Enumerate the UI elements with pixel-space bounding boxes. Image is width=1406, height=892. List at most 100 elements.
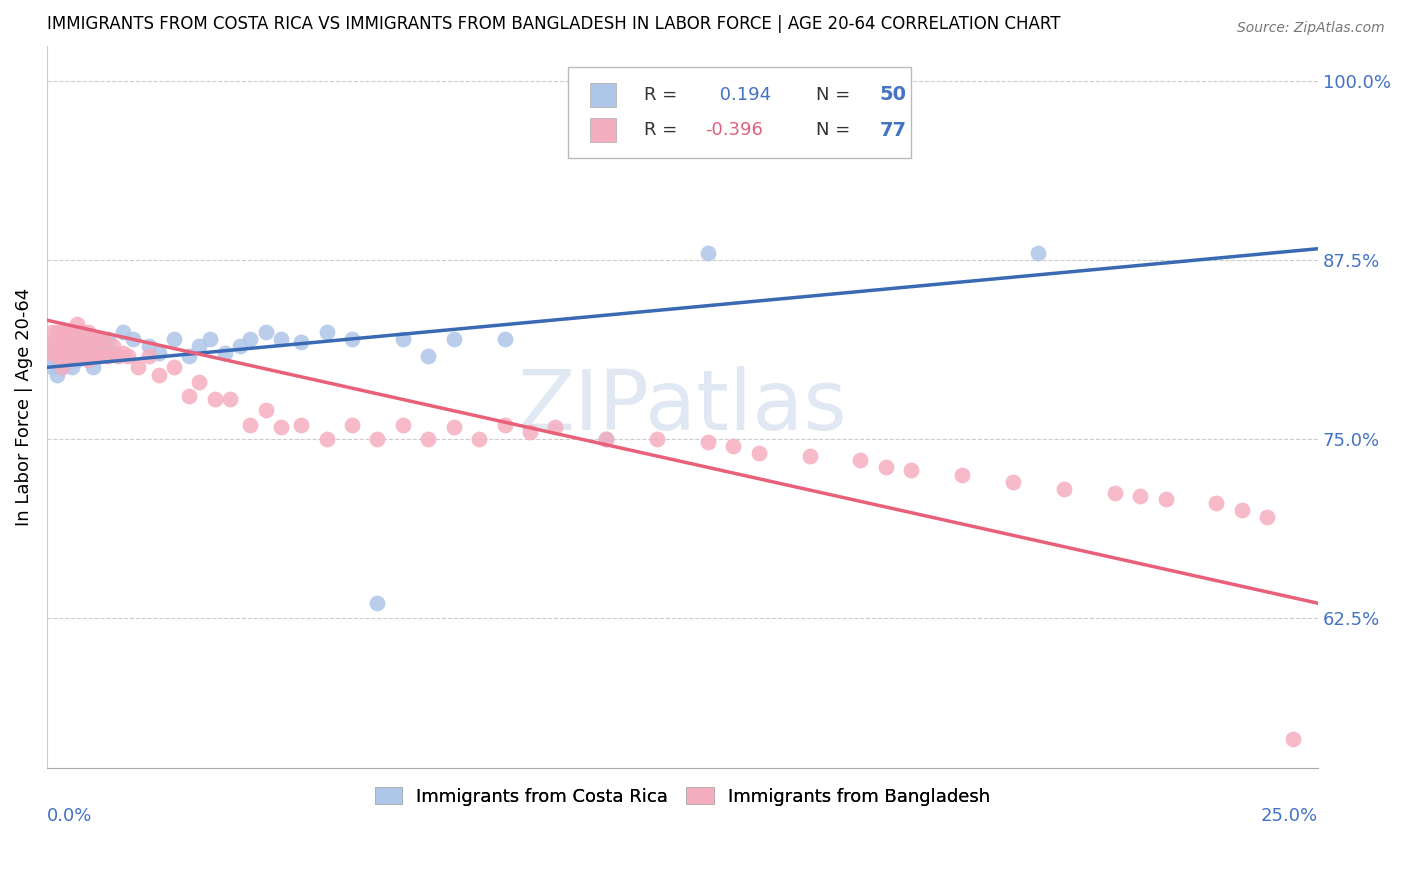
Text: ZIPatlas: ZIPatlas [517,367,848,447]
Legend: Immigrants from Costa Rica, Immigrants from Bangladesh: Immigrants from Costa Rica, Immigrants f… [368,780,997,813]
Point [82,360,104,375]
Point [41,349,63,363]
Text: Source: ZipAtlas.com: Source: ZipAtlas.com [1237,21,1385,35]
Point [1205,496,1227,510]
Text: IMMIGRANTS FROM COSTA RICA VS IMMIGRANTS FROM BANGLADESH IN LABOR FORCE | AGE 20: IMMIGRANTS FROM COSTA RICA VS IMMIGRANTS… [46,15,1060,33]
Point [91,339,114,353]
Point [875,460,897,475]
Point [494,417,516,432]
Point [366,596,388,610]
Point [163,360,186,375]
Point [148,368,170,382]
Point [229,339,252,353]
Point [46,334,69,349]
Point [723,439,745,453]
FancyBboxPatch shape [589,83,616,107]
Point [443,420,465,434]
Point [107,349,129,363]
Point [544,420,567,434]
Point [60,325,83,339]
Point [82,346,104,360]
Point [950,467,973,482]
Point [138,339,160,353]
Point [46,368,69,382]
Point [51,360,73,375]
Point [91,332,114,346]
Point [315,432,337,446]
Point [900,463,922,477]
Point [51,325,73,339]
Point [72,325,94,339]
Point [366,432,388,446]
Point [849,453,872,467]
Point [82,332,104,346]
Point [101,346,124,360]
Point [101,339,124,353]
Point [392,417,415,432]
Point [72,349,94,363]
Point [66,346,89,360]
Y-axis label: In Labor Force | Age 20-64: In Labor Force | Age 20-64 [15,287,32,525]
Point [87,334,110,349]
Point [56,339,79,353]
Point [198,332,221,346]
Point [1053,482,1076,496]
Text: 25.0%: 25.0% [1261,807,1319,825]
Point [204,392,226,406]
Point [46,325,69,339]
Point [270,332,292,346]
Point [418,432,440,446]
Text: 0.0%: 0.0% [46,807,93,825]
Point [51,332,73,346]
Point [97,349,120,363]
Point [60,325,83,339]
Point [645,432,668,446]
Point [1230,503,1253,517]
Point [87,349,110,363]
Point [87,332,110,346]
Point [214,346,236,360]
Point [239,332,262,346]
Point [748,446,770,460]
Point [60,360,83,375]
Point [392,332,415,346]
Point [60,346,83,360]
Point [1028,246,1050,260]
Point [41,325,63,339]
Point [51,334,73,349]
Point [56,325,79,339]
Point [340,332,363,346]
Point [56,349,79,363]
Point [60,349,83,363]
Point [254,325,277,339]
Point [46,346,69,360]
Point [418,349,440,363]
Point [519,425,541,439]
Point [188,339,211,353]
Point [82,346,104,360]
Point [72,334,94,349]
Point [595,432,617,446]
Text: R =: R = [644,86,683,103]
Point [1129,489,1152,503]
Point [66,334,89,349]
Point [239,417,262,432]
Point [41,360,63,375]
Point [72,325,94,339]
Point [76,325,98,339]
Point [179,349,201,363]
Point [697,246,720,260]
Point [66,353,89,368]
Point [51,360,73,375]
Point [60,334,83,349]
Point [1281,732,1303,747]
Point [112,325,135,339]
Point [72,346,94,360]
Point [254,403,277,417]
Point [1256,510,1278,524]
Text: 0.194: 0.194 [714,86,772,103]
Point [76,353,98,368]
Text: N =: N = [815,121,856,139]
Point [66,318,89,332]
Point [340,417,363,432]
